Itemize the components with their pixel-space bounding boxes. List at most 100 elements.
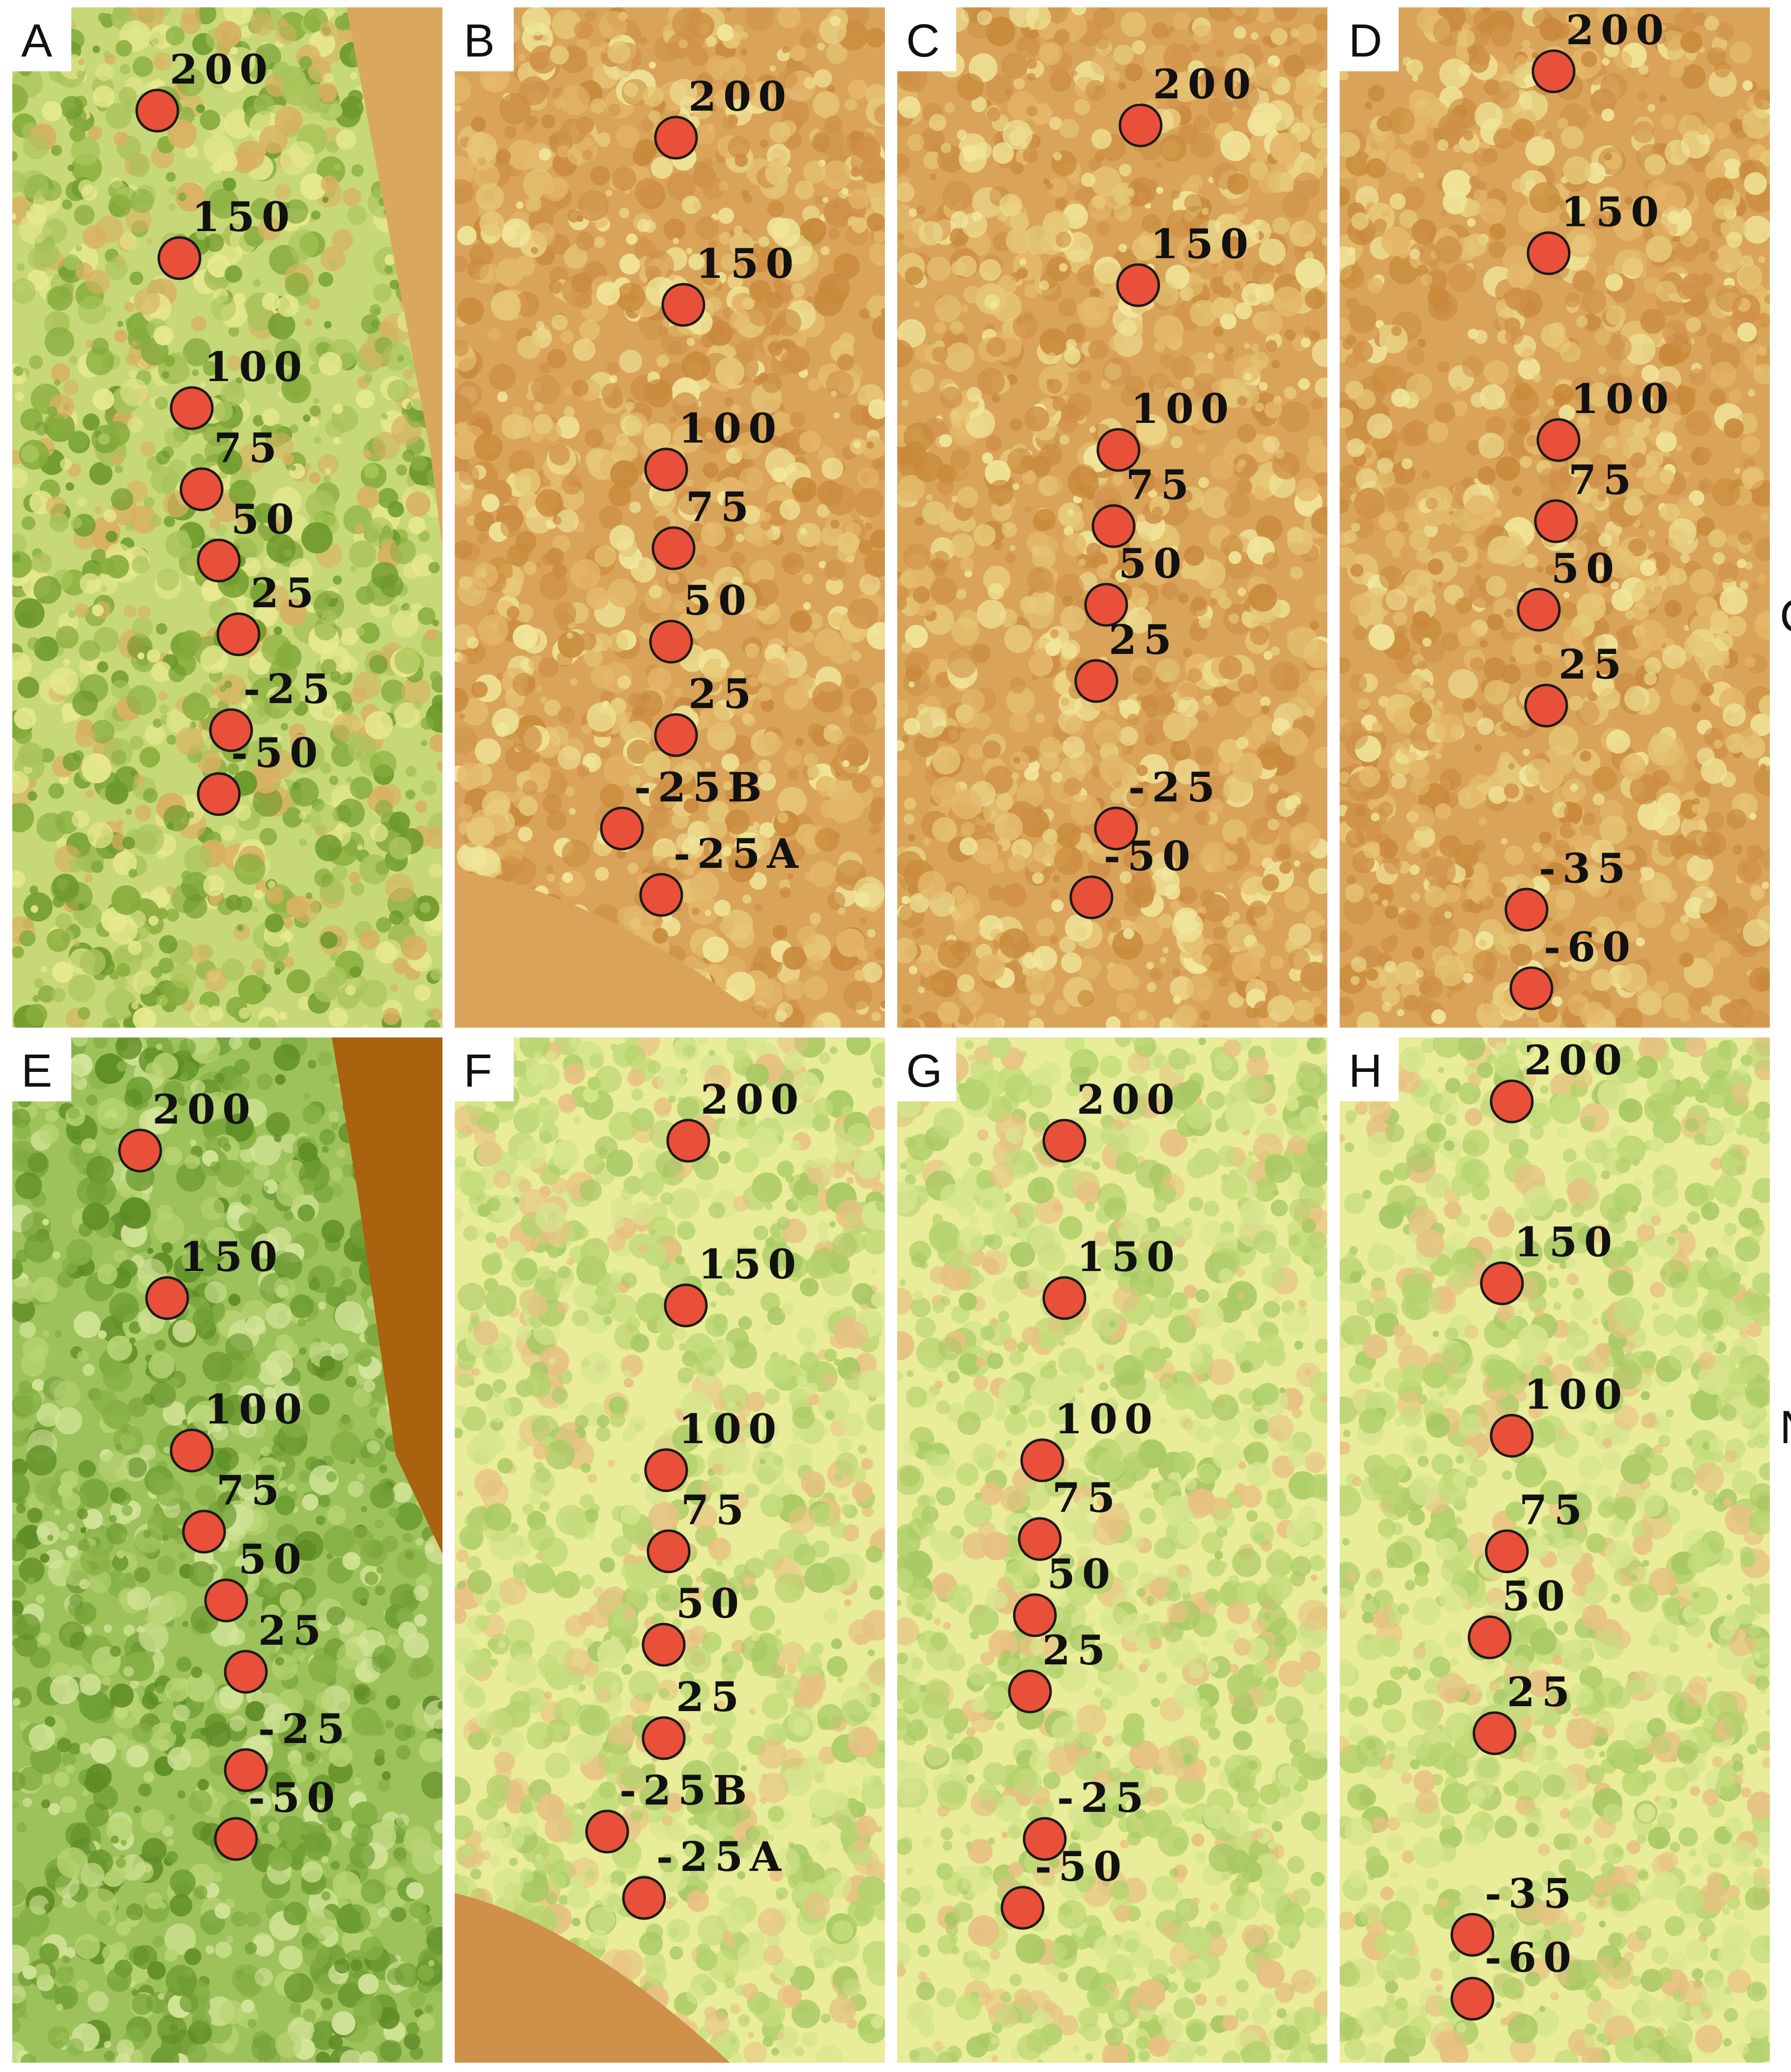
plot-label: 50: [683, 577, 753, 624]
panel-map-texture: [455, 7, 885, 1028]
plot-marker-25: [224, 1650, 268, 1694]
plot-marker-100: [644, 1448, 688, 1492]
plot-label: -35: [1539, 845, 1632, 892]
plot-label: 25: [1507, 1669, 1577, 1716]
panel-letter: A: [21, 15, 53, 67]
plot-label: 100: [204, 344, 309, 391]
plot-label: -25: [1057, 1775, 1150, 1822]
plot-label: 25: [1042, 1627, 1112, 1674]
plot-label: 25: [1558, 641, 1628, 688]
panel-letter: B: [464, 15, 495, 67]
plot-label: 100: [1524, 1371, 1629, 1419]
plot-label: 200: [701, 1076, 805, 1124]
plot-label: 200: [1077, 1076, 1181, 1124]
plot-marker-75: [1018, 1517, 1062, 1561]
plot-marker--25: [209, 708, 253, 752]
plot-label: 75: [1052, 1475, 1122, 1522]
panel-b: B 200 150 100 75 50 25 -25B -25A: [455, 7, 885, 1028]
plot-label: 25: [688, 671, 758, 718]
plot-label: 50: [238, 1536, 308, 1583]
plot-label: 75: [214, 425, 284, 472]
plot-marker-50: [1468, 1615, 1512, 1659]
plot-marker--60: [1450, 1977, 1495, 2021]
plot-label: 200: [152, 1086, 257, 1133]
plot-marker-25: [1008, 1669, 1052, 1714]
panel-g: G 200 150 100 75 50 25 -25 -50: [897, 1037, 1327, 2063]
plot-marker-50: [1084, 583, 1128, 627]
plot-marker--35: [1450, 1913, 1495, 1957]
plot-marker-25: [1074, 659, 1118, 703]
plot-marker-25: [654, 713, 698, 757]
plot-marker--25b: [600, 806, 644, 851]
plot-label: 100: [204, 1386, 309, 1433]
plot-marker-150: [664, 1283, 708, 1328]
panel-letter-tab: [897, 1037, 956, 1101]
plot-label: -25B: [619, 1767, 754, 1814]
plot-marker-200: [1531, 49, 1576, 93]
plot-marker-25: [1472, 1711, 1517, 1755]
plot-marker-100: [1490, 1414, 1534, 1458]
panel-letter-tab: [1340, 1037, 1399, 1101]
plot-marker-200: [135, 89, 179, 133]
plot-label: 150: [698, 1241, 803, 1288]
panel-h: H 200 150 100 75 50 25 -35 -60: [1340, 1037, 1770, 2063]
plot-label: -25: [258, 1706, 352, 1753]
plot-marker-150: [1042, 1276, 1086, 1320]
plot-label: 200: [170, 46, 274, 93]
plot-marker--25: [1023, 1817, 1067, 1861]
plot-label: 150: [1150, 221, 1255, 268]
plot-marker-75: [182, 1510, 226, 1554]
plot-marker-150: [157, 236, 202, 280]
plot-label: 75: [686, 484, 756, 531]
plot-label: -50: [248, 1775, 342, 1822]
panel-c: C 200 150 100 75 50 25 -25 -50: [897, 7, 1327, 1028]
plot-label: 200: [688, 73, 793, 120]
plot-label: -60: [1485, 1934, 1578, 1982]
plot-marker-150: [1480, 1261, 1524, 1305]
plot-marker--25: [1094, 806, 1138, 851]
plot-marker-50: [197, 538, 241, 583]
plot-label: -25B: [634, 764, 768, 811]
plot-label: -25A: [656, 1834, 788, 1881]
panel-map-texture: [897, 1037, 1327, 2063]
panel-letter-tab: [455, 7, 514, 71]
plot-label: 50: [1047, 1551, 1117, 1598]
plot-label: -25A: [674, 830, 805, 878]
plot-label: 25: [258, 1607, 328, 1655]
plot-marker-50: [649, 620, 693, 664]
plot-label: -50: [1035, 1843, 1128, 1891]
plot-marker-200: [118, 1128, 162, 1173]
panel-a: A 200 150 100 75 50 25 -25 -50: [12, 7, 442, 1028]
plot-marker--35: [1504, 888, 1549, 932]
plot-label: 75: [1568, 457, 1638, 504]
plot-marker--25: [224, 1748, 268, 1792]
panel-letter: E: [21, 1045, 52, 1097]
plot-label: 50: [1502, 1573, 1572, 1620]
plot-marker-150: [661, 283, 705, 327]
plot-label: 100: [1571, 376, 1675, 423]
plot-marker-25: [1524, 683, 1568, 728]
panel-letter: D: [1349, 15, 1382, 67]
panel-letter: F: [464, 1045, 492, 1097]
plot-label: 150: [696, 240, 800, 288]
plot-label: 75: [681, 1487, 751, 1534]
plot-marker-75: [1485, 1529, 1529, 1573]
plot-marker-75: [1091, 504, 1136, 548]
plot-marker-200: [654, 116, 698, 160]
plot-label: 150: [179, 1234, 284, 1281]
plot-marker-200: [666, 1119, 710, 1163]
plot-label: -50: [231, 730, 324, 777]
plot-marker--25b: [585, 1809, 629, 1854]
plot-label: 75: [1519, 1487, 1589, 1534]
plot-marker-75: [646, 1529, 691, 1573]
plot-marker-200: [1490, 1079, 1534, 1124]
plot-marker--50: [214, 1817, 258, 1861]
plot-label: 200: [1566, 7, 1671, 54]
plot-label: 25: [1109, 617, 1178, 664]
panel-f: F 200 150 100 75 50 25 -25B -25A: [455, 1037, 885, 2063]
plot-label: 150: [1077, 1234, 1181, 1281]
panel-d: D 200 150 100 75 50 25 -35 -60: [1340, 7, 1770, 1028]
plot-label: -60: [1544, 924, 1637, 971]
